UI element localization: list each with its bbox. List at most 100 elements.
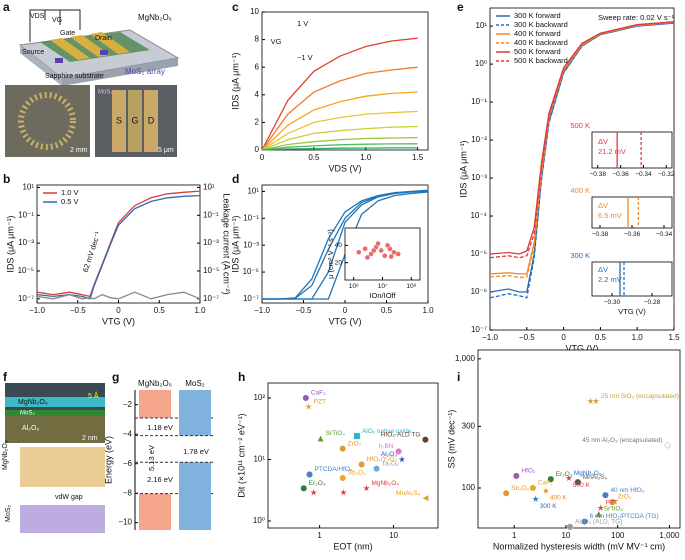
scale-bar: 2 nm xyxy=(82,435,98,442)
y-tick-label: 300 xyxy=(462,421,476,430)
frame xyxy=(591,196,673,229)
label: MoS₂ array xyxy=(125,67,165,76)
band-label: MgNb₂O₆ xyxy=(138,379,172,388)
y-tick-label: −2 xyxy=(123,400,133,409)
y-axis-label: Dit (×10¹¹ cm⁻² eV⁻¹) xyxy=(236,413,246,497)
point xyxy=(395,448,402,455)
label: VG xyxy=(52,17,62,24)
y-axis-label: IDS (μA μm⁻¹) xyxy=(230,215,240,272)
legend-label: 500 K backward xyxy=(514,56,568,65)
label: Drain xyxy=(95,35,112,42)
line xyxy=(489,21,675,259)
label: vdW gap xyxy=(55,494,83,501)
y-tick-label: 10⁻⁵ xyxy=(471,249,487,258)
point-name: SrTiO₃ xyxy=(604,506,624,513)
model xyxy=(20,447,105,487)
label: MoS₂ xyxy=(5,505,12,522)
y-axis-label: μ (cm² V⁻¹ s⁻¹) xyxy=(326,229,335,279)
conduction-band xyxy=(179,390,211,436)
point xyxy=(421,494,429,502)
x-tick-label: 100 xyxy=(611,531,625,540)
pads xyxy=(18,92,76,150)
x-tick-label: 1,000 xyxy=(659,531,680,540)
y-tick-label: 10⁻⁷ xyxy=(243,294,259,303)
x-tick-label: 1.0 xyxy=(422,306,434,315)
electrode xyxy=(112,90,126,152)
y-tick-label: 10⁻⁵ xyxy=(18,266,34,275)
label: Al₂O₃ xyxy=(22,425,39,432)
valence-band xyxy=(179,462,211,530)
point-name: HfO₂/Y₂O₃ xyxy=(367,456,398,463)
point-name: Al₂O₃ xyxy=(381,451,397,458)
x-tick-label: −0.5 xyxy=(70,306,86,315)
legend-label: 500 K forward xyxy=(514,47,561,56)
y-axis-label: IDS (μA μm⁻¹) xyxy=(458,140,468,197)
point xyxy=(512,472,520,480)
band-label: MoS₂ xyxy=(185,379,205,388)
x-tick-label: 10⁶ xyxy=(349,283,359,290)
line xyxy=(261,110,418,151)
y-tick-label: 40 xyxy=(335,242,343,249)
label: MgNb₂O₆ xyxy=(138,13,172,22)
x-tick-label: 10⁸ xyxy=(406,283,416,290)
y-tick-label: 10¹ xyxy=(247,187,259,196)
frame xyxy=(591,261,673,297)
point xyxy=(362,246,368,252)
y-tick-label: 10⁰ xyxy=(475,59,487,68)
point xyxy=(384,242,391,249)
annotation: 1.18 eV xyxy=(147,423,173,432)
point-name: 6 nm HfO₂/PTCDA (TG) xyxy=(590,513,659,520)
annotation: 300 K xyxy=(570,251,590,260)
point-name: Al₂O₃ (ALD, TG) xyxy=(575,519,622,526)
frame xyxy=(267,382,439,529)
annotation: 21.2 mV xyxy=(598,147,626,156)
label: Source xyxy=(22,49,44,56)
point-name: Er₂O₃ xyxy=(309,480,326,487)
line xyxy=(261,37,418,151)
annotation: 400 K xyxy=(570,186,590,195)
point-name: MnAl₂S₄ xyxy=(396,490,421,497)
y-tick-label: 10¹ xyxy=(253,455,265,464)
x-tick-label: 0.5 xyxy=(154,306,166,315)
y2-tick-label: 10⁻⁷ xyxy=(203,294,219,303)
point xyxy=(566,523,574,531)
x-tick-label: −0.5 xyxy=(519,333,535,342)
x-tick-label: 0.5 xyxy=(595,333,607,342)
annotation: 1.78 eV xyxy=(183,447,209,456)
annotation: 6.5 mV xyxy=(598,211,622,220)
x-tick-label: 1.0 xyxy=(632,333,644,342)
frame xyxy=(261,11,429,151)
x-tick-label: 0 xyxy=(260,153,265,162)
y2-tick-label: 10⁻¹ xyxy=(203,210,219,219)
point xyxy=(339,445,347,453)
point xyxy=(309,487,319,497)
x-tick-label: −0.30 xyxy=(604,299,621,306)
point xyxy=(609,498,617,506)
point-label: 400 K xyxy=(550,495,568,502)
legend-label: 0.5 V xyxy=(61,197,79,206)
point-name: h-BN xyxy=(379,443,394,450)
y-tick-label: 20 xyxy=(335,259,343,266)
point xyxy=(361,483,372,493)
annotation: ΔV xyxy=(598,201,608,210)
model xyxy=(20,505,105,533)
y-tick-label: 10 xyxy=(250,7,259,16)
point xyxy=(300,484,308,492)
line xyxy=(261,147,418,151)
point xyxy=(358,461,366,468)
x-tick-label: 0 xyxy=(561,333,566,342)
y-tick-label: 10⁻⁴ xyxy=(470,211,487,220)
line xyxy=(489,21,675,279)
y-tick-label: 1,000 xyxy=(455,354,476,363)
annotation: 2.2 mV xyxy=(598,275,622,284)
y-tick-label: 10⁰ xyxy=(253,516,265,525)
y-tick-label: 10⁻¹ xyxy=(243,213,259,222)
point-name: PZT xyxy=(606,500,618,507)
x-tick-label: −0.5 xyxy=(296,306,312,315)
x-tick-label: 1.0 xyxy=(360,153,372,162)
y-tick-label: −6 xyxy=(123,459,133,468)
label: MgNb₂O₆ xyxy=(2,440,9,470)
point-label: 500 K xyxy=(573,482,591,489)
panel-label: b xyxy=(3,172,10,186)
